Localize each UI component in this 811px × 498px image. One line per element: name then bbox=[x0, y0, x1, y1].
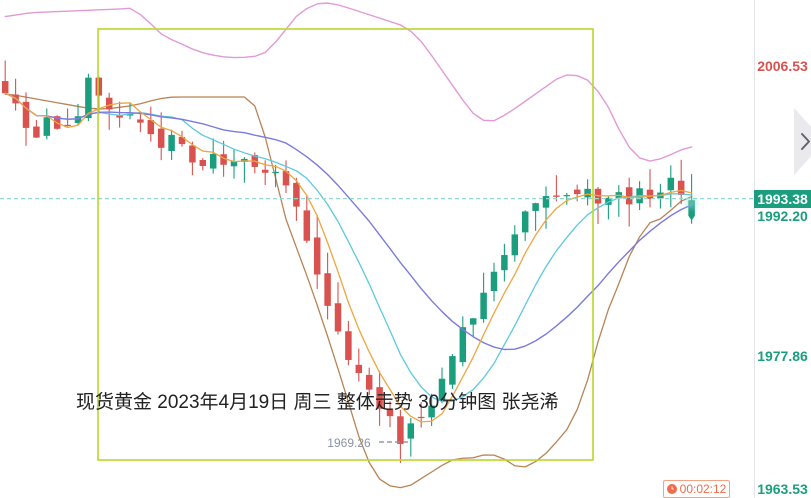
svg-text:1969.26: 1969.26 bbox=[327, 436, 371, 450]
